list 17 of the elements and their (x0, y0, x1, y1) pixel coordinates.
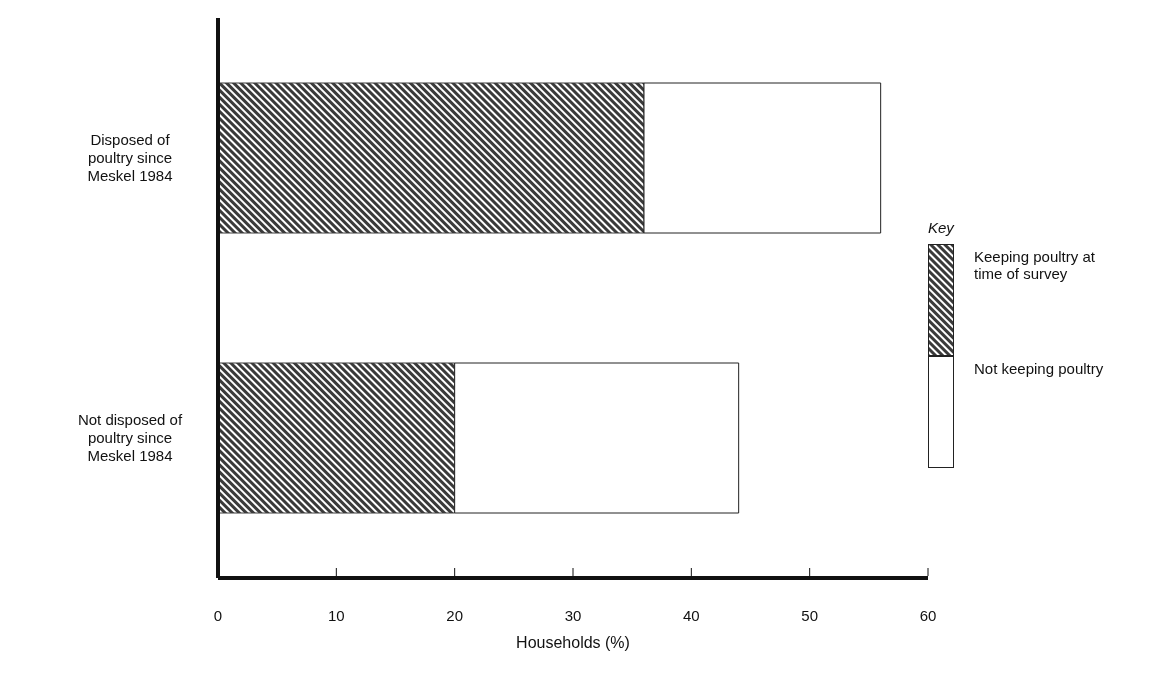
bar (454, 362, 740, 514)
bar (643, 82, 882, 234)
bar (218, 82, 645, 234)
legend-title: Key (928, 218, 956, 236)
x-tick-label: 20 (446, 606, 464, 624)
x-tick-label: 10 (327, 606, 345, 624)
y-tick-label: Disposed of poultry since Meskel 1984 (87, 131, 173, 184)
x-axis-title: Households (%) (516, 634, 630, 651)
y-tick-label: Not disposed of poultry since Meskel 1984 (77, 411, 183, 464)
bar (218, 362, 456, 514)
x-tick-label: 0 (213, 606, 223, 624)
x-tick-label: 60 (919, 606, 937, 624)
x-tick-label: 30 (564, 606, 582, 624)
x-tick-label: 40 (682, 606, 700, 624)
text: Keeping poultry at time of survey (974, 247, 1096, 282)
x-tick-label: 50 (801, 606, 819, 624)
text: Not keeping poultry (974, 359, 1105, 377)
